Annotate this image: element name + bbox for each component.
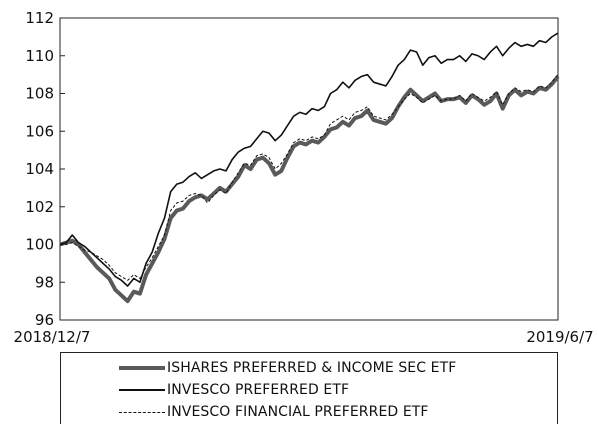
legend-label: INVESCO FINANCIAL PREFERRED ETF <box>167 404 429 420</box>
y-tick-label: 110 <box>25 47 54 65</box>
legend-item-ishares: ISHARES PREFERRED & INCOME SEC ETF <box>119 358 456 378</box>
x-tick-label-start: 2018/12/7 <box>14 328 91 346</box>
legend-swatch-solid-black <box>119 389 165 391</box>
line-chart: 96 98 100 102 104 106 108 110 112 2018/12/7 2019… <box>14 9 594 346</box>
y-tick-label: 98 <box>35 273 54 291</box>
series-line-0 <box>59 75 560 304</box>
y-tick-label: 96 <box>35 311 54 329</box>
legend-swatch-dashed-black <box>119 411 165 413</box>
y-tick-label: 100 <box>25 236 54 254</box>
legend: ISHARES PREFERRED & INCOME SEC ETF INVES… <box>60 352 558 424</box>
series-layer <box>59 32 560 304</box>
legend-label: INVESCO PREFERRED ETF <box>167 382 350 398</box>
y-tick-label: 112 <box>25 9 54 27</box>
plot-area <box>59 17 559 321</box>
series-line-1 <box>59 32 559 287</box>
y-tick-label: 102 <box>25 198 54 216</box>
y-axis: 96 98 100 102 104 106 108 110 112 <box>25 9 65 329</box>
legend-item-invesco-financial: INVESCO FINANCIAL PREFERRED ETF <box>119 402 429 422</box>
legend-swatch-thick-gray <box>119 366 165 370</box>
series-line-2 <box>60 74 559 281</box>
y-tick-label: 108 <box>25 85 54 103</box>
legend-item-invesco-preferred: INVESCO PREFERRED ETF <box>119 380 349 400</box>
y-tick-label: 104 <box>25 160 54 178</box>
x-tick-label-end: 2019/6/7 <box>526 328 593 346</box>
legend-label: ISHARES PREFERRED & INCOME SEC ETF <box>167 360 457 376</box>
y-tick-label: 106 <box>25 122 54 140</box>
